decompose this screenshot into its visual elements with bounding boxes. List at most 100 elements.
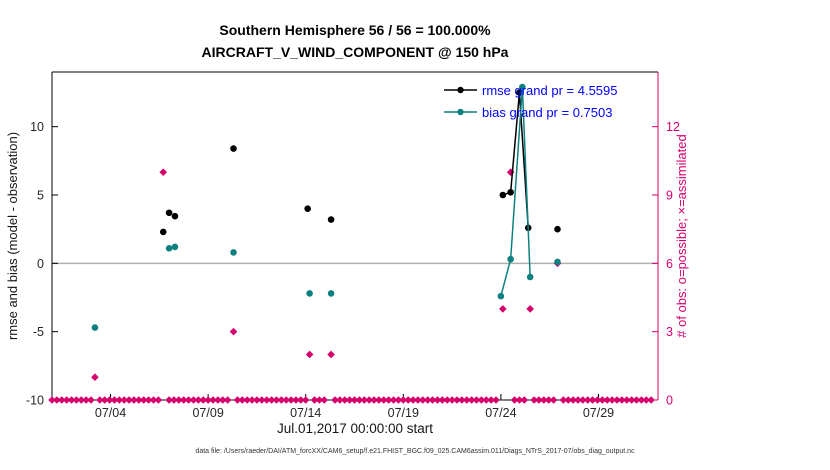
obs-count-marker	[540, 396, 548, 404]
left-axis-label: rmse and bias (model - observation)	[5, 131, 20, 341]
obs-count-marker	[125, 396, 133, 404]
obs-count-marker	[453, 396, 461, 404]
x-tick-label: 07/04	[95, 406, 126, 420]
bias-point	[171, 243, 179, 251]
obs-count-marker	[520, 396, 529, 404]
obs-count-marker	[130, 396, 138, 404]
rmse-point	[159, 228, 167, 236]
obs-count-marker	[360, 396, 369, 404]
bias-point	[91, 324, 99, 331]
obs-count-marker	[340, 396, 349, 404]
obs-count-marker	[154, 396, 163, 404]
obs-count-marker	[331, 396, 339, 404]
data-file-caption: data file: /Users/raeder/DAI/ATM_forcXX/…	[195, 448, 635, 455]
bias-point	[507, 255, 514, 263]
obs-count-marker	[184, 396, 193, 404]
obs-count-marker	[229, 327, 238, 336]
obs-count-marker	[370, 396, 378, 404]
obs-count-marker	[535, 396, 543, 404]
obs-count-marker	[336, 396, 344, 404]
rmse-line	[502, 92, 529, 228]
obs-count-marker	[189, 396, 198, 404]
rmse-point	[304, 205, 311, 212]
obs-count-marker	[433, 396, 442, 404]
obs-count-marker	[53, 396, 61, 404]
obs-count-marker	[404, 396, 412, 404]
obs-count-marker	[287, 396, 295, 404]
rmse-point	[507, 188, 514, 196]
legend-rmse-sample-marker	[457, 86, 464, 94]
obs-count-marker	[345, 396, 354, 404]
obs-count-marker	[305, 350, 314, 359]
bias-point	[554, 258, 561, 266]
obs-count-marker	[72, 396, 81, 404]
obs-count-marker	[87, 396, 95, 404]
obs-count-marker	[105, 396, 114, 404]
rmse-point	[230, 145, 237, 152]
obs-count-marker	[194, 396, 203, 404]
obs-count-marker	[598, 396, 607, 404]
obs-count-marker	[375, 396, 383, 404]
obs-count-marker	[632, 396, 641, 404]
obs-count-marker	[647, 396, 655, 404]
obs-count-marker	[642, 396, 651, 404]
bias-point	[230, 249, 237, 256]
obs-count-marker	[443, 396, 452, 404]
obs-count-marker	[350, 396, 359, 404]
obs-count-marker	[57, 396, 66, 404]
obs-count-marker	[603, 396, 612, 404]
right-y-tick-label: 6	[666, 257, 673, 271]
obs-count-marker	[414, 396, 422, 404]
obs-count-marker	[637, 396, 646, 404]
obs-count-marker	[120, 396, 129, 404]
obs-count-marker	[149, 396, 158, 404]
obs-count-marker	[428, 396, 437, 404]
obs-count-marker	[243, 396, 251, 404]
obs-count-marker	[238, 396, 247, 404]
right-y-tick-label: 9	[666, 189, 673, 203]
left-y-tick-label: 10	[30, 120, 44, 134]
right-axis-label: # of obs: o=possible; ×=assimilated	[674, 134, 689, 338]
obs-count-marker	[139, 396, 148, 404]
bias-point	[497, 292, 505, 300]
obs-count-marker	[472, 396, 481, 404]
obs-count-marker	[253, 396, 261, 404]
figure-title-line1: Southern Hemisphere 56 / 56 = 100.000%	[219, 22, 491, 38]
obs-count-marker	[277, 396, 286, 404]
obs-count-marker	[179, 396, 188, 404]
obs-count-marker	[487, 396, 495, 404]
obs-count-marker	[175, 396, 183, 404]
obs-count-marker	[448, 396, 456, 404]
obs-count-marker	[467, 396, 476, 404]
obs-count-marker	[569, 396, 577, 404]
obs-count-marker	[399, 396, 408, 404]
obs-count-marker	[627, 396, 636, 404]
obs-count-marker	[530, 396, 538, 404]
obs-count-marker	[593, 396, 602, 404]
obs-count-marker	[608, 396, 616, 404]
obs-count-marker	[564, 396, 573, 404]
legend-rmse-label: rmse grand pr = 4.5595	[482, 83, 618, 98]
obs-count-marker	[115, 396, 124, 404]
obs-count-marker	[499, 305, 507, 313]
obs-count-marker	[462, 396, 471, 404]
obs-count-marker	[214, 396, 222, 404]
obs-count-marker	[622, 396, 631, 404]
obs-count-marker	[272, 396, 281, 404]
right-y-tick-label: 12	[666, 120, 680, 134]
obs-count-marker	[526, 305, 534, 313]
obs-count-marker	[477, 396, 486, 404]
obs-count-marker	[515, 396, 524, 404]
left-y-tick-label: 0	[37, 257, 44, 271]
obs-count-marker	[574, 396, 582, 404]
obs-count-marker	[458, 396, 466, 404]
rmse-point	[554, 225, 561, 233]
legend-bias-label: bias grand pr = 0.7503	[482, 105, 613, 120]
obs-count-marker	[135, 396, 143, 404]
bias-point	[327, 290, 335, 297]
obs-count-marker	[438, 396, 447, 404]
obs-count-marker	[544, 396, 553, 404]
obs-count-marker	[419, 396, 427, 404]
